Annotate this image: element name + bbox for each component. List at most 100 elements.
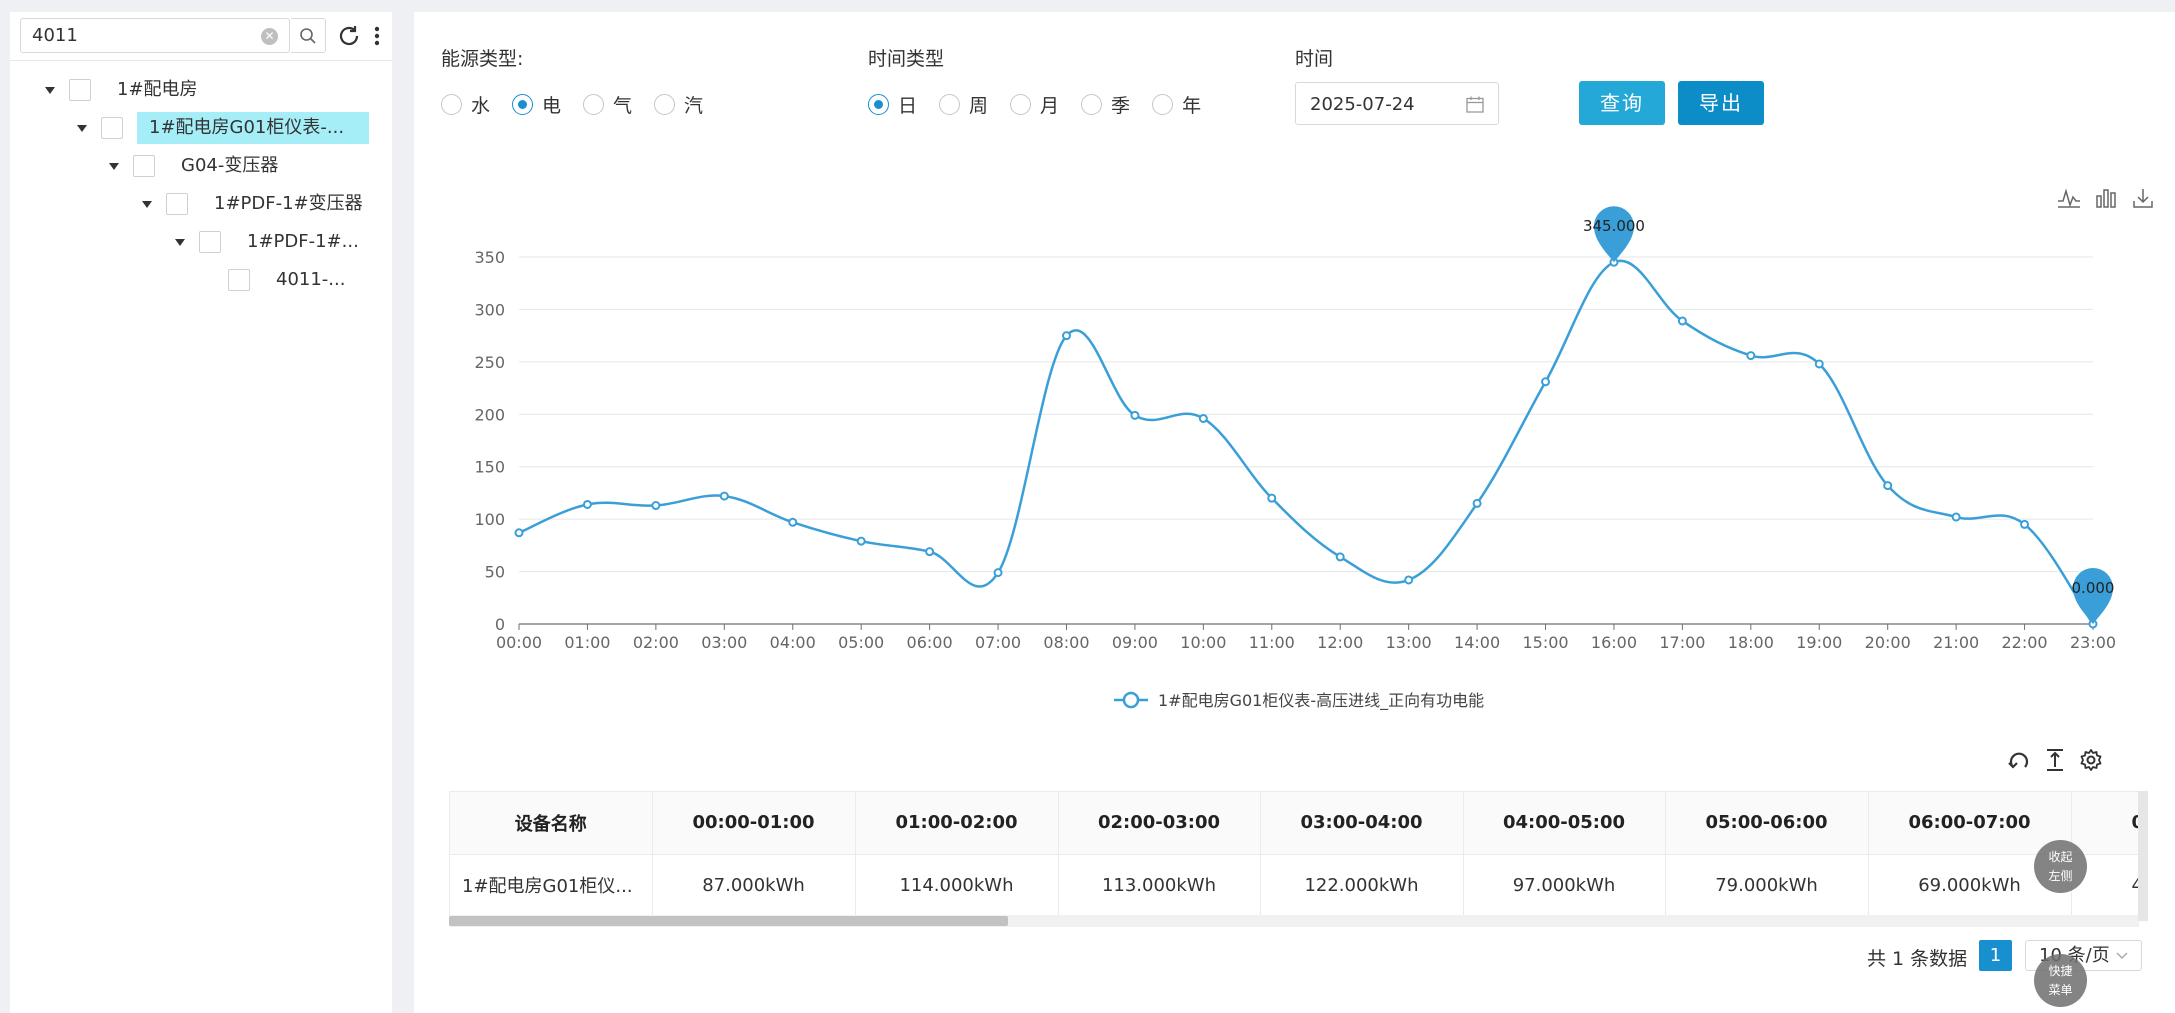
- column-header[interactable]: 01:00-02:00: [855, 792, 1059, 855]
- tree-checkbox[interactable]: [228, 269, 250, 291]
- device-tree-panel: ✕ 1#配电房 1#配电房G01柜仪表-... G04-变压器 1#PDF-1#…: [10, 12, 392, 1013]
- page-button-current[interactable]: 1: [1979, 940, 2012, 971]
- x-tick-label: 20:00: [1865, 633, 1911, 652]
- calendar-icon[interactable]: [1466, 96, 1484, 113]
- query-button[interactable]: 查询: [1579, 81, 1665, 125]
- tree-node-label[interactable]: G04-变压器: [181, 155, 279, 176]
- refresh-icon[interactable]: [335, 22, 363, 50]
- radio-day[interactable]: 日: [868, 91, 917, 118]
- radio-label: 月: [1040, 94, 1060, 117]
- float-button-label: 左侧: [2048, 868, 2073, 883]
- radio-year[interactable]: 年: [1152, 91, 1201, 118]
- tree-checkbox[interactable]: [199, 231, 221, 253]
- more-vertical-icon[interactable]: [366, 22, 388, 50]
- tree-node[interactable]: G04-变压器: [109, 150, 290, 182]
- column-header[interactable]: 07: [2071, 792, 2138, 855]
- horizontal-scrollbar-thumb[interactable]: [449, 916, 1008, 926]
- max-marker-label: 345.000: [1583, 217, 1645, 235]
- table-cell: 87.000kWh: [652, 854, 856, 917]
- caret-down-icon[interactable]: [77, 124, 87, 132]
- radio-week[interactable]: 周: [939, 91, 988, 118]
- radio-circle[interactable]: [583, 93, 605, 115]
- tree-node-label[interactable]: 1#PDF-1#变压器: [214, 193, 363, 214]
- radio-electricity[interactable]: 电: [512, 91, 561, 118]
- x-tick-label: 01:00: [564, 633, 610, 652]
- date-value[interactable]: 2025-07-24: [1310, 94, 1415, 115]
- x-tick-label: 07:00: [975, 633, 1021, 652]
- tree-checkbox[interactable]: [166, 193, 188, 215]
- data-point: [993, 568, 1003, 578]
- radio-circle-checked[interactable]: [868, 93, 889, 115]
- float-button-label: 收起: [2048, 849, 2073, 864]
- quick-menu-button[interactable]: 快捷 菜单: [2034, 954, 2087, 1007]
- x-tick-label: 04:00: [770, 633, 816, 652]
- caret-down-icon[interactable]: [175, 238, 185, 246]
- radio-label: 气: [613, 94, 633, 117]
- chevron-down-icon: [2116, 952, 2128, 960]
- radio-circle[interactable]: [441, 93, 462, 115]
- data-point: [925, 547, 935, 557]
- line-chart-icon[interactable]: [2055, 184, 2083, 212]
- export-button[interactable]: 导出: [1678, 81, 1764, 125]
- tree-checkbox[interactable]: [69, 79, 91, 101]
- tree-search-box[interactable]: ✕: [20, 18, 290, 53]
- column-header[interactable]: 04:00-05:00: [1463, 792, 1666, 855]
- column-header[interactable]: 02:00-03:00: [1058, 792, 1261, 855]
- data-table: 设备名称 00:00-01:00 01:00-02:00 02:00-03:00…: [449, 791, 2139, 921]
- radio-circle[interactable]: [654, 93, 676, 115]
- vertical-scrollbar[interactable]: [2138, 791, 2148, 921]
- tree-node-label[interactable]: 4011-...: [276, 269, 346, 290]
- column-header[interactable]: 设备名称: [450, 792, 653, 855]
- tree-node-label[interactable]: 1#PDF-1#...: [247, 231, 359, 252]
- collapse-left-button[interactable]: 收起 左侧: [2034, 840, 2087, 893]
- data-point: [1677, 316, 1687, 326]
- column-header[interactable]: 05:00-06:00: [1665, 792, 1869, 855]
- radio-circle-checked[interactable]: [512, 93, 534, 115]
- radio-circle[interactable]: [939, 93, 961, 115]
- table-row[interactable]: 1#配电房G01柜仪... 87.000kWh 114.000kWh 113.0…: [450, 854, 2138, 917]
- caret-down-icon[interactable]: [109, 162, 119, 170]
- tree-node[interactable]: 4011-...: [228, 264, 357, 296]
- series-line: [518, 259, 2095, 625]
- tree-node-label[interactable]: 1#配电房: [117, 79, 198, 100]
- legend-swatch-marker: [1122, 691, 1140, 709]
- clear-icon[interactable]: ✕: [261, 28, 278, 45]
- radio-circle[interactable]: [1152, 93, 1174, 115]
- caret-down-icon[interactable]: [142, 200, 152, 208]
- data-point: [1130, 410, 1140, 420]
- tree-node[interactable]: 1#PDF-1#变压器: [142, 188, 375, 220]
- tree-node[interactable]: 1#配电房G01柜仪表-...: [77, 112, 369, 144]
- y-tick-label: 200: [474, 405, 505, 424]
- min-marker-label: 0.000: [2072, 579, 2115, 597]
- reload-icon[interactable]: [2004, 745, 2034, 775]
- x-tick-label: 22:00: [2002, 633, 2048, 652]
- tree-node[interactable]: 1#配电房: [45, 74, 210, 106]
- column-header[interactable]: 03:00-04:00: [1260, 792, 1464, 855]
- radio-quarter[interactable]: 季: [1081, 91, 1130, 118]
- date-picker-input[interactable]: 2025-07-24: [1295, 82, 1499, 125]
- radio-circle[interactable]: [1081, 93, 1103, 115]
- float-button-label: 菜单: [2048, 982, 2073, 997]
- column-header[interactable]: 00:00-01:00: [652, 792, 856, 855]
- bar-chart-icon[interactable]: [2092, 184, 2120, 212]
- radio-circle[interactable]: [1010, 93, 1032, 115]
- legend-label: 1#配电房G01柜仪表-高压进线_正向有功电能: [1158, 691, 1484, 711]
- tree-node[interactable]: 1#PDF-1#...: [175, 226, 371, 258]
- radio-month[interactable]: 月: [1010, 91, 1059, 118]
- tree-checkbox[interactable]: [101, 117, 123, 139]
- radio-label: 电: [542, 94, 562, 117]
- tree-checkbox[interactable]: [133, 155, 155, 177]
- download-icon[interactable]: [2129, 184, 2157, 212]
- radio-steam[interactable]: 汽: [654, 91, 703, 118]
- tree-search-input[interactable]: [21, 19, 257, 52]
- search-button[interactable]: [291, 18, 326, 53]
- caret-down-icon[interactable]: [45, 86, 55, 94]
- settings-gear-icon[interactable]: [2076, 745, 2106, 775]
- column-height-icon[interactable]: [2040, 745, 2070, 775]
- radio-gas[interactable]: 气: [583, 91, 632, 118]
- data-point: [1061, 331, 1071, 341]
- tree-node-label-selected[interactable]: 1#配电房G01柜仪表-...: [137, 112, 369, 144]
- radio-water[interactable]: 水: [441, 91, 490, 118]
- column-header[interactable]: 06:00-07:00: [1868, 792, 2072, 855]
- x-tick-label: 23:00: [2070, 633, 2116, 652]
